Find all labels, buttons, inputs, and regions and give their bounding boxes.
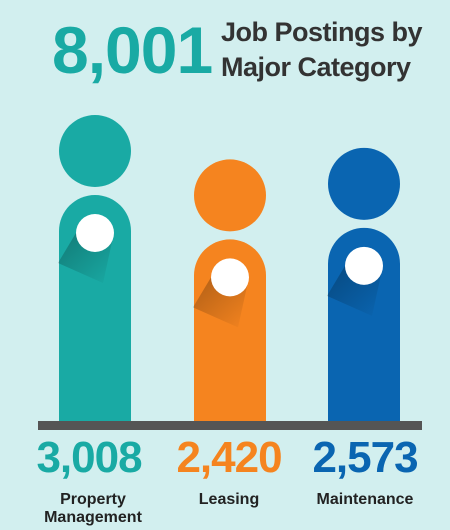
- bar-head-leasing: [194, 159, 266, 232]
- chart-title-line-2: Major Category: [221, 52, 411, 82]
- total-postings-number: 8,001: [52, 13, 213, 87]
- value-label-maintenance: 2,573: [312, 433, 418, 482]
- bar-dot-property-management: [76, 214, 114, 252]
- category-label-line-1: Leasing: [198, 491, 260, 508]
- chart-header: 8,001 Job Postings by Major Category: [0, 0, 450, 100]
- chart-title-line-1: Job Postings by: [221, 17, 423, 47]
- chart-baseline: [38, 421, 422, 430]
- value-label-leasing: 2,420: [176, 433, 282, 482]
- bar-figure-leasing: [193, 159, 266, 422]
- bar-head-property-management: [59, 115, 131, 187]
- chart-title: Job Postings by Major Category: [221, 15, 423, 85]
- category-label-line-2: Management: [44, 509, 142, 526]
- category-label-property-management: Property Management: [18, 491, 168, 527]
- category-label-line-1: Maintenance: [316, 491, 414, 508]
- category-label-line-1: Property: [60, 491, 126, 508]
- category-label-maintenance: Maintenance: [290, 491, 440, 509]
- category-label-leasing: Leasing: [154, 491, 304, 509]
- bar-dot-maintenance: [345, 246, 383, 285]
- bar-head-maintenance: [328, 147, 400, 220]
- bar-figure-maintenance: [327, 147, 400, 422]
- bar-dot-leasing: [211, 258, 249, 297]
- value-label-property-management: 3,008: [36, 433, 142, 482]
- bar-figure-property-management: [58, 115, 131, 422]
